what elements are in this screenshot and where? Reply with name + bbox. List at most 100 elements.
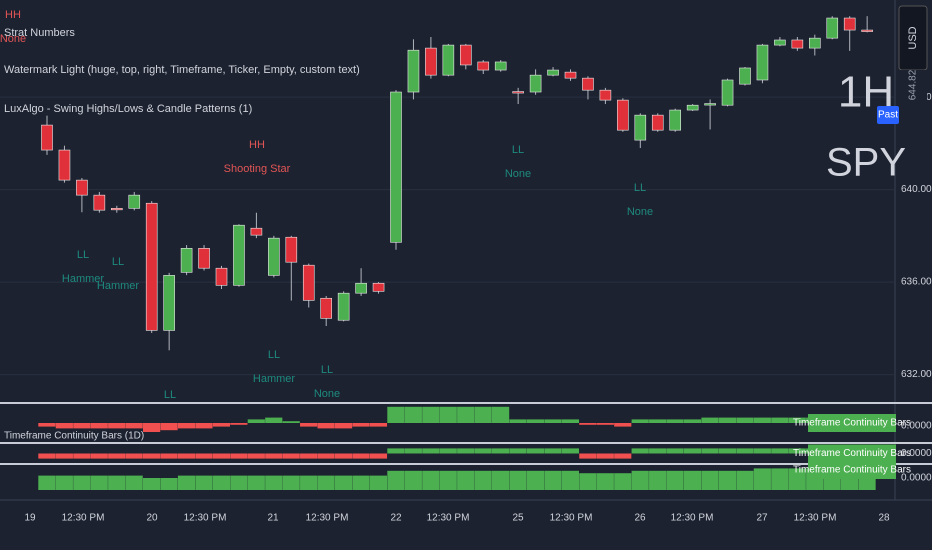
- pattern-label: HH: [5, 9, 21, 21]
- watermark-ticker: SPY: [826, 141, 906, 185]
- continuity-bar: [683, 448, 702, 454]
- continuity-bar: [143, 423, 161, 432]
- continuity-bar: [352, 423, 370, 427]
- x-tick-label: 25: [512, 513, 524, 524]
- pattern-label: LL: [512, 144, 524, 156]
- candle-body: [355, 282, 367, 294]
- candle-body: [494, 61, 507, 71]
- continuity-bar: [212, 423, 230, 427]
- continuity-bar: [212, 453, 230, 459]
- continuity-bar: [526, 419, 545, 423]
- continuity-bar: [771, 468, 789, 490]
- continuity-bar: [561, 470, 579, 490]
- continuity-bar: [701, 448, 719, 454]
- continuity-bar: [247, 419, 265, 423]
- continuity-bar: [457, 406, 475, 423]
- continuity-bar: [160, 478, 178, 490]
- candle-body: [268, 237, 280, 276]
- continuity-bar: [544, 470, 562, 490]
- candle-body: [163, 275, 175, 331]
- continuity-bar: [439, 448, 457, 454]
- continuity-bar: [422, 470, 440, 490]
- candle-body: [826, 17, 839, 39]
- continuity-bar: [492, 470, 510, 490]
- candle-body: [390, 91, 402, 243]
- candle-body: [477, 61, 490, 71]
- continuity-bar: [108, 475, 126, 490]
- continuity-bar: [579, 423, 597, 425]
- continuity-bar: [718, 448, 737, 454]
- continuity-bar: [369, 475, 388, 490]
- continuity-bar: [718, 417, 737, 423]
- x-tick-label: 12:30 PM: [306, 513, 349, 524]
- continuity-bar: [666, 448, 684, 454]
- x-tick-label: 26: [634, 513, 646, 524]
- continuity-bar: [125, 475, 143, 490]
- continuity-bar: [352, 453, 370, 459]
- continuity-bar: [579, 453, 597, 459]
- continuity-bar: [614, 453, 632, 459]
- continuity-bar: [282, 421, 300, 423]
- continuity-bar: [631, 419, 649, 423]
- continuity-bar: [439, 406, 457, 423]
- continuity-bar: [38, 423, 56, 427]
- candle-body: [529, 74, 542, 93]
- pane-title: Timeframe Continuity Bars (1D): [4, 431, 144, 442]
- continuity-bar: [90, 423, 108, 429]
- continuity-bar: [300, 453, 318, 459]
- continuity-bar: [771, 417, 789, 423]
- continuity-bar: [317, 453, 335, 459]
- continuity-bar: [509, 448, 527, 454]
- continuity-bar: [544, 419, 562, 423]
- continuity-bar: [701, 470, 719, 490]
- candle-body: [459, 44, 472, 66]
- continuity-bar: [788, 468, 806, 490]
- continuity-bar: [614, 423, 632, 427]
- x-tick-label: 28: [878, 513, 890, 524]
- continuity-bar: [369, 453, 388, 459]
- continuity-bar: [38, 453, 56, 459]
- continuity-bar: [160, 453, 178, 459]
- candle-body: [582, 77, 594, 91]
- candle-body: [756, 44, 769, 81]
- candle-body: [41, 124, 53, 151]
- candle-body: [861, 29, 873, 32]
- x-tick-label: 12:30 PM: [184, 513, 227, 524]
- continuity-bar: [265, 475, 283, 490]
- candle-body: [215, 267, 228, 286]
- candle-body: [198, 248, 210, 269]
- continuity-bar: [108, 423, 126, 429]
- badge[interactable]: Past: [878, 110, 898, 121]
- continuity-bar: [404, 470, 422, 490]
- continuity-bar: [334, 453, 353, 459]
- continuity-bar: [230, 453, 248, 459]
- candle-body: [791, 39, 804, 49]
- pattern-label: HH: [249, 139, 265, 151]
- continuity-bar: [55, 423, 73, 429]
- candle-body: [233, 224, 245, 286]
- continuity-bar: [457, 448, 475, 454]
- continuity-bar: [649, 470, 667, 490]
- badge-box[interactable]: [877, 106, 899, 124]
- last-price: 644.82: [908, 69, 919, 100]
- pane-tag: Timeframe Continuity Bars: [793, 448, 911, 459]
- continuity-bar: [317, 423, 335, 429]
- continuity-bar: [73, 475, 91, 490]
- continuity-bar: [526, 470, 545, 490]
- currency: USD: [907, 26, 919, 49]
- pattern-label: LL: [268, 349, 280, 361]
- pane-value: 0.0000: [901, 448, 932, 459]
- legend-item: Watermark Light (huge, top, right, Timef…: [4, 64, 360, 76]
- pattern-label: LL: [634, 182, 646, 194]
- x-tick-label: 12:30 PM: [794, 513, 837, 524]
- pattern-label: None: [627, 206, 653, 218]
- continuity-bar: [195, 423, 213, 429]
- pattern-label: LL: [77, 249, 89, 261]
- continuity-bar: [492, 406, 510, 423]
- continuity-bar: [265, 417, 283, 423]
- candle-body: [634, 114, 647, 141]
- continuity-bar: [509, 470, 527, 490]
- candle-body: [442, 44, 455, 76]
- candle-body: [686, 104, 699, 111]
- continuity-bar: [387, 448, 405, 454]
